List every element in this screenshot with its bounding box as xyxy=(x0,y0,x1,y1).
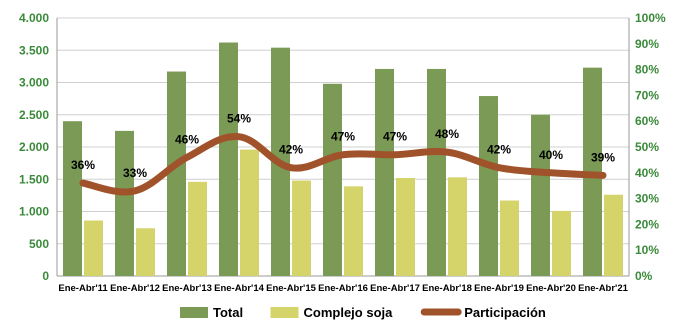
bar-complejo-soja xyxy=(292,180,311,276)
y-right-tick-label: 80% xyxy=(635,63,659,77)
participacion-data-label: 54% xyxy=(227,112,251,126)
y-left-tick-label: 3.500 xyxy=(19,43,49,57)
y-left-tick-label: 1.000 xyxy=(19,205,49,219)
x-tick-label: Ene-Abr'20 xyxy=(526,283,576,294)
y-right-tick-label: 100% xyxy=(635,11,666,25)
x-tick-label: Ene-Abr'19 xyxy=(474,283,524,294)
y-left-tick-label: 4.000 xyxy=(19,11,49,25)
bar-complejo-soja xyxy=(604,194,623,276)
y-right-tick-label: 40% xyxy=(635,166,659,180)
legend-label: Participación xyxy=(464,305,546,320)
bar-complejo-soja xyxy=(552,210,571,276)
bar-total xyxy=(375,68,394,276)
x-tick-label: Ene-Abr'14 xyxy=(214,283,264,294)
participacion-data-label: 47% xyxy=(383,130,407,144)
bar-complejo-soja xyxy=(344,186,363,276)
bar-complejo-soja xyxy=(136,228,155,276)
y-right-tick-label: 60% xyxy=(635,114,659,128)
y-right-tick-label: 50% xyxy=(635,140,659,154)
participacion-data-label: 46% xyxy=(175,132,199,146)
x-tick-label: Ene-Abr'11 xyxy=(58,283,108,294)
bar-total xyxy=(167,71,186,276)
participacion-data-label: 42% xyxy=(487,143,511,157)
participacion-data-label: 42% xyxy=(279,143,303,157)
x-tick-label: Ene-Abr'15 xyxy=(266,283,316,294)
legend-label: Complejo soja xyxy=(304,305,394,320)
participacion-data-label: 48% xyxy=(435,127,459,141)
y-left-tick-label: 500 xyxy=(29,237,49,251)
bar-complejo-soja xyxy=(188,181,207,276)
participacion-data-label: 40% xyxy=(539,148,563,162)
x-tick-label: Ene-Abr'12 xyxy=(110,283,160,294)
bar-complejo-soja xyxy=(448,177,467,276)
legend-swatch xyxy=(270,307,299,318)
legend-label: Total xyxy=(213,305,243,320)
x-tick-label: Ene-Abr'17 xyxy=(370,283,420,294)
y-left-tick-label: 2.000 xyxy=(19,140,49,154)
bar-total xyxy=(323,83,342,276)
bar-complejo-soja xyxy=(84,220,103,276)
y-right-tick-label: 30% xyxy=(635,192,659,206)
bar-total xyxy=(427,68,446,276)
y-left-tick-label: 0 xyxy=(42,269,49,283)
participacion-line xyxy=(79,133,607,196)
bar-total xyxy=(115,130,134,276)
bar-total xyxy=(479,96,498,276)
bar-complejo-soja xyxy=(240,149,259,276)
participacion-data-label: 47% xyxy=(331,130,355,144)
bar-total xyxy=(63,121,82,276)
bar-total xyxy=(219,42,238,277)
x-tick-label: Ene-Abr'21 xyxy=(578,283,628,294)
participacion-data-label: 33% xyxy=(123,166,147,180)
y-left-tick-label: 3.000 xyxy=(19,76,49,90)
y-right-tick-label: 90% xyxy=(635,37,659,51)
bar-complejo-soja xyxy=(500,200,519,276)
y-left-tick-label: 1.500 xyxy=(19,172,49,186)
participacion-data-label: 36% xyxy=(71,158,95,172)
x-tick-label: Ene-Abr'13 xyxy=(162,283,212,294)
y-right-tick-label: 20% xyxy=(635,217,659,231)
y-right-tick-label: 10% xyxy=(635,243,659,257)
participacion-data-label: 39% xyxy=(591,150,615,164)
x-tick-label: Ene-Abr'16 xyxy=(318,283,368,294)
y-right-tick-label: 0% xyxy=(635,269,653,283)
x-tick-label: Ene-Abr'18 xyxy=(422,283,472,294)
bar-complejo-soja xyxy=(396,177,415,276)
bar-total xyxy=(531,114,550,276)
y-right-tick-label: 70% xyxy=(635,88,659,102)
legend-swatch xyxy=(180,307,208,318)
y-left-tick-label: 2.500 xyxy=(19,108,49,122)
